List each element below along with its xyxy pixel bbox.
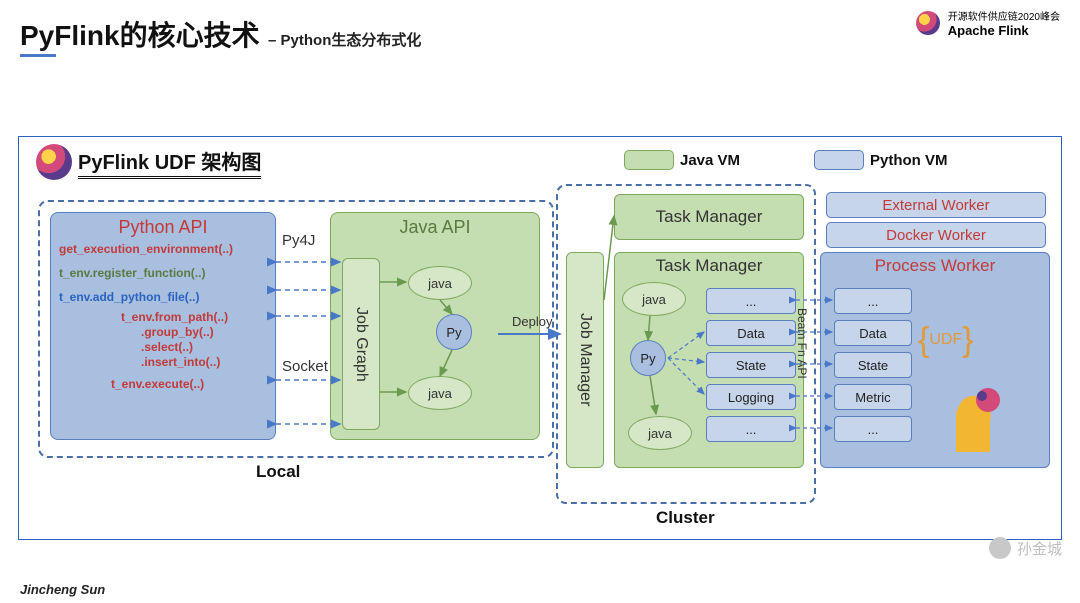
tm-pill-logging: Logging [706,384,796,410]
api-line-6: .select(..) [51,339,275,354]
cluster-label: Cluster [656,508,715,528]
legend-swatch-green [624,150,674,170]
socket-label: Socket [282,358,328,375]
pw-pill-data: Data [834,320,912,346]
pw-pill-stack: ... Data State Metric ... [834,288,912,448]
py-circle-1: Py [436,314,472,350]
title-main: PyFlink的核心技术 [20,20,260,51]
flink-squirrel-icon [946,384,1006,454]
python-api-title: Python API [51,213,275,238]
brand-line: Apache Flink [948,23,1060,38]
py4j-label: Py4J [282,232,315,249]
wechat-name: 孙金城 [1017,538,1062,559]
api-line-1: get_execution_environment(..) [51,238,275,256]
legend-java-label: Java VM [680,152,740,169]
tm-py-circle: Py [630,340,666,376]
wechat-icon [989,537,1011,559]
process-worker-title: Process Worker [821,253,1049,276]
api-line-8: t_env.execute(..) [51,373,275,391]
external-worker: External Worker [826,192,1046,218]
slide-title: PyFlink的核心技术 – Python生态分布式化 [20,14,421,54]
beam-fn-api-label: Beam Fn API [795,308,809,379]
pw-pill-metric: Metric [834,384,912,410]
tm-java-oval-2: java [628,416,692,450]
task-manager-1: Task Manager [614,194,804,240]
api-line-3: t_env.add_python_file(..) [51,286,275,304]
legend-python-vm: Python VM [814,150,948,170]
udf-label: UDF [929,331,962,349]
java-oval-2: java [408,376,472,410]
api-line-7: .insert_into(..) [51,354,275,369]
tm-pill-stack: ... Data State Logging ... [706,288,796,448]
api-line-5: .group_by(..) [51,324,275,339]
job-graph-box: Job Graph [342,258,380,430]
python-api-panel: Python API get_execution_environment(..)… [50,212,276,440]
task-manager-2-title: Task Manager [615,253,803,276]
pw-pill-dots1: ... [834,288,912,314]
tm-pill-dots1: ... [706,288,796,314]
api-line-2: t_env.register_function(..) [51,262,275,280]
footer-author: Jincheng Sun [20,582,105,597]
wechat-hint: 孙金城 [989,537,1062,559]
tm-pill-state: State [706,352,796,378]
diagram-title: PyFlink UDF 架构图 [78,146,261,179]
pw-pill-dots2: ... [834,416,912,442]
title-sub: – Python生态分布式化 [268,32,421,49]
header-brand: 开源软件供应链2020峰会 Apache Flink [916,8,1060,38]
flink-logo-big-icon [36,144,72,180]
job-manager-box: Job Manager [566,252,604,468]
conf-line: 开源软件供应链2020峰会 [948,8,1060,23]
diagram-title-row: PyFlink UDF 架构图 [36,144,261,180]
tm-java-oval-1: java [622,282,686,316]
udf-brace: { UDF } [918,330,974,350]
api-line-4: t_env.from_path(..) [51,306,275,324]
deploy-label: Deploy [512,314,552,329]
local-label: Local [256,462,300,482]
pw-pill-state: State [834,352,912,378]
legend-python-label: Python VM [870,152,948,169]
flink-logo-icon [916,11,940,35]
tm-pill-data: Data [706,320,796,346]
title-underline [20,54,56,57]
docker-worker: Docker Worker [826,222,1046,248]
legend-java-vm: Java VM [624,150,740,170]
tm-pill-dots2: ... [706,416,796,442]
java-api-title: Java API [331,213,539,238]
legend-swatch-blue [814,150,864,170]
java-oval-1: java [408,266,472,300]
